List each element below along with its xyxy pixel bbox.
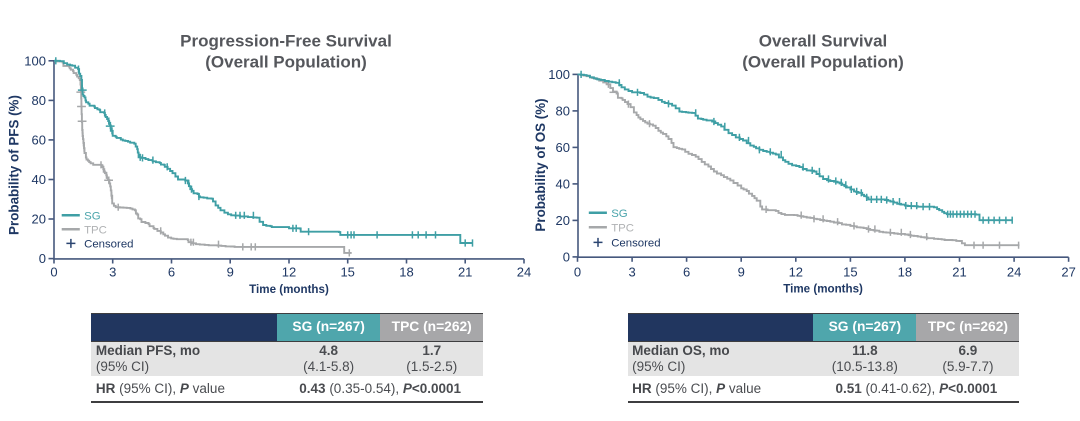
svg-text:6: 6: [683, 265, 690, 280]
svg-text:0: 0: [50, 265, 57, 280]
svg-text:0: 0: [574, 265, 581, 280]
svg-text:100: 100: [548, 67, 570, 82]
svg-text:80: 80: [32, 93, 46, 108]
svg-text:15: 15: [340, 265, 354, 280]
svg-text:12: 12: [789, 265, 803, 280]
svg-text:3: 3: [628, 265, 635, 280]
svg-text:Censored: Censored: [84, 239, 133, 251]
svg-text:Probability of PFS (%): Probability of PFS (%): [7, 95, 22, 235]
svg-text:Time (months): Time (months): [249, 283, 329, 296]
svg-text:(Overall Population): (Overall Population): [742, 53, 904, 72]
svg-text:3: 3: [109, 265, 116, 280]
svg-text:0: 0: [563, 250, 570, 265]
svg-text:Overall Survival: Overall Survival: [759, 32, 888, 51]
svg-text:SG: SG: [84, 210, 101, 222]
svg-text:27: 27: [1061, 265, 1075, 280]
svg-text:40: 40: [556, 177, 570, 192]
svg-text:60: 60: [32, 133, 46, 148]
svg-text:(Overall Population): (Overall Population): [205, 53, 367, 72]
svg-text:24: 24: [517, 265, 531, 280]
svg-text:21: 21: [952, 265, 966, 280]
svg-text:80: 80: [556, 104, 570, 119]
svg-text:60: 60: [556, 140, 570, 155]
svg-text:Time (months): Time (months): [783, 283, 863, 296]
svg-text:12: 12: [282, 265, 296, 280]
svg-text:24: 24: [1007, 265, 1021, 280]
svg-text:9: 9: [738, 265, 745, 280]
svg-text:20: 20: [32, 212, 46, 227]
svg-text:SG: SG: [611, 208, 628, 220]
svg-text:21: 21: [458, 265, 472, 280]
svg-text:100: 100: [24, 53, 46, 68]
svg-text:6: 6: [168, 265, 175, 280]
svg-text:Probability of OS (%): Probability of OS (%): [533, 98, 548, 231]
svg-text:40: 40: [32, 172, 46, 187]
svg-text:18: 18: [898, 265, 912, 280]
svg-text:9: 9: [227, 265, 234, 280]
svg-text:15: 15: [843, 265, 857, 280]
svg-text:0: 0: [39, 251, 46, 266]
svg-text:18: 18: [399, 265, 413, 280]
svg-text:Censored: Censored: [611, 238, 660, 250]
svg-text:20: 20: [556, 213, 570, 228]
svg-text:Progression-Free Survival: Progression-Free Survival: [180, 32, 392, 51]
svg-text:TPC: TPC: [84, 224, 107, 236]
svg-text:TPC: TPC: [611, 223, 634, 235]
